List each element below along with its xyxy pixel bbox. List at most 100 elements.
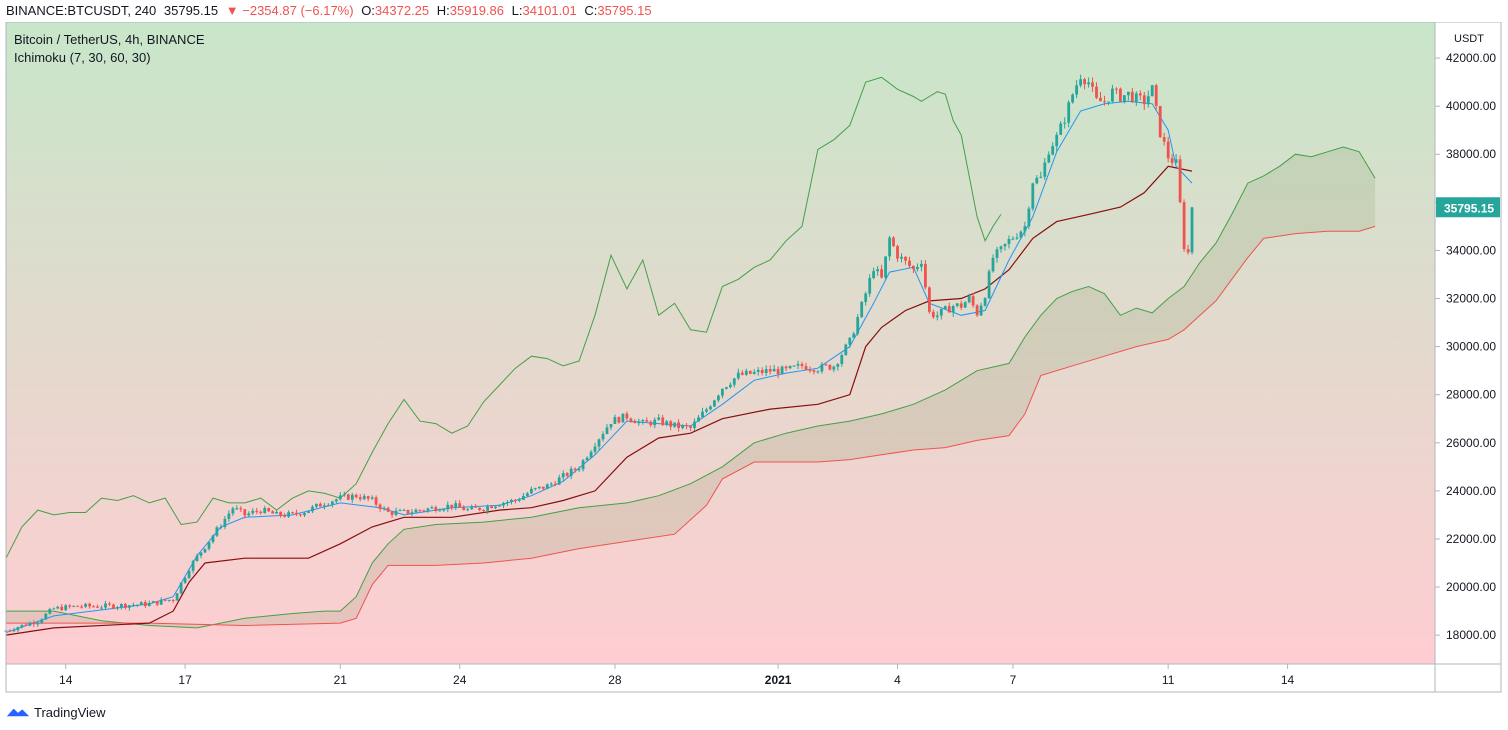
y-tick-label: 32000.00	[1446, 292, 1496, 306]
candle-body	[112, 604, 115, 609]
candle-body	[1190, 207, 1194, 253]
y-tick-label: 34000.00	[1446, 243, 1496, 257]
candle-body	[203, 548, 207, 553]
tradingview-logo-icon[interactable]	[6, 705, 30, 719]
candle-body	[621, 413, 625, 423]
candle-body	[52, 608, 56, 610]
candle-body	[541, 486, 545, 489]
candle-body	[331, 501, 334, 505]
candle-body	[808, 369, 812, 371]
candle-body	[1119, 88, 1122, 102]
candle-body	[1166, 141, 1170, 159]
candle-body	[167, 599, 171, 601]
candle-body	[633, 421, 637, 424]
candle-body	[625, 413, 629, 419]
candle-body	[896, 246, 899, 259]
candle-body	[1063, 122, 1067, 124]
candle-body	[752, 371, 756, 374]
price-chart[interactable]: USDT 18000.00 20000.00 22000.00 24000.00 260…	[0, 21, 1508, 694]
candle-body	[669, 421, 673, 427]
x-axis: 14 17 21 24 28 2021 4 7 11 14	[59, 664, 1295, 687]
candle-body	[291, 512, 294, 514]
brand-name[interactable]: TradingView	[34, 704, 106, 720]
y-axis-unit: USDT	[1454, 33, 1484, 45]
candle-body	[784, 366, 788, 369]
candle-body	[299, 514, 302, 516]
candle-body	[916, 266, 919, 270]
chart-area[interactable]: USDT 18000.00 20000.00 22000.00 24000.00 260…	[0, 21, 1508, 694]
candle-body	[255, 510, 259, 512]
footer: TradingView	[6, 700, 106, 724]
candle-body	[362, 496, 366, 500]
candle-body	[1043, 162, 1047, 177]
candle-body	[239, 508, 243, 510]
indicator-label[interactable]: Ichimoku (7, 30, 60, 30)	[14, 50, 151, 65]
symbol-label[interactable]: BINANCE:BTCUSDT, 240	[6, 3, 157, 18]
candle-body	[1083, 79, 1086, 85]
y-tick-label: 24000.00	[1446, 484, 1496, 498]
candle-body	[979, 305, 983, 316]
candle-body	[486, 506, 489, 511]
candle-body	[482, 510, 485, 511]
candle-body	[374, 497, 378, 505]
candle-body	[72, 605, 76, 607]
candle-body	[466, 509, 470, 511]
candle-body	[756, 370, 760, 372]
candle-body	[526, 493, 529, 496]
candle-body	[693, 421, 696, 428]
candle-body	[816, 371, 820, 373]
candle-body	[605, 427, 609, 434]
candle-body	[908, 260, 911, 266]
candle-body	[943, 306, 947, 309]
candle-body	[577, 469, 581, 471]
candle-body	[346, 494, 350, 500]
candle-body	[502, 502, 505, 506]
candle-body	[406, 509, 410, 514]
candle-body	[450, 504, 454, 508]
plot-background	[6, 22, 1435, 664]
candle-body	[1162, 137, 1166, 142]
y-axis: 18000.00 20000.00 22000.00 24000.00 26000.00…	[1435, 51, 1496, 642]
candle-body	[868, 278, 872, 294]
candle-body	[342, 494, 346, 496]
candle-body	[295, 512, 298, 515]
candle-body	[1015, 237, 1019, 239]
x-tick-label: 17	[178, 673, 192, 687]
y-tick-label: 18000.00	[1446, 628, 1496, 642]
candle-body	[315, 503, 318, 507]
candle-body	[271, 511, 275, 514]
candle-body	[637, 421, 641, 424]
candle-body	[812, 370, 816, 372]
candle-body	[20, 624, 24, 628]
candle-body	[32, 622, 36, 625]
candle-body	[1051, 146, 1055, 155]
candle-body	[430, 507, 434, 509]
candle-body	[912, 266, 915, 269]
candle-body	[1134, 93, 1138, 102]
candle-body	[1059, 123, 1063, 135]
candle-body	[744, 370, 748, 375]
candle-body	[283, 515, 286, 517]
candle-body	[128, 605, 131, 608]
candle-body	[259, 511, 263, 514]
candle-body	[195, 555, 199, 561]
candle-body	[462, 507, 466, 511]
candle-body	[518, 499, 521, 501]
candle-body	[378, 504, 382, 509]
candle-body	[135, 604, 139, 606]
candle-body	[776, 368, 780, 374]
candle-body	[1174, 159, 1178, 163]
candle-body	[227, 513, 231, 519]
y-tick-label: 22000.00	[1446, 532, 1496, 546]
candle-body	[537, 486, 541, 489]
x-tick-label: 21	[334, 673, 348, 687]
candle-body	[1182, 202, 1186, 250]
candle-body	[60, 606, 64, 611]
y-tick-label: 42000.00	[1446, 51, 1496, 65]
candle-body	[959, 303, 963, 308]
candle-body	[533, 488, 537, 490]
candle-body	[56, 606, 60, 609]
candle-body	[319, 503, 322, 507]
candle-body	[904, 256, 907, 261]
candle-body	[191, 561, 195, 571]
